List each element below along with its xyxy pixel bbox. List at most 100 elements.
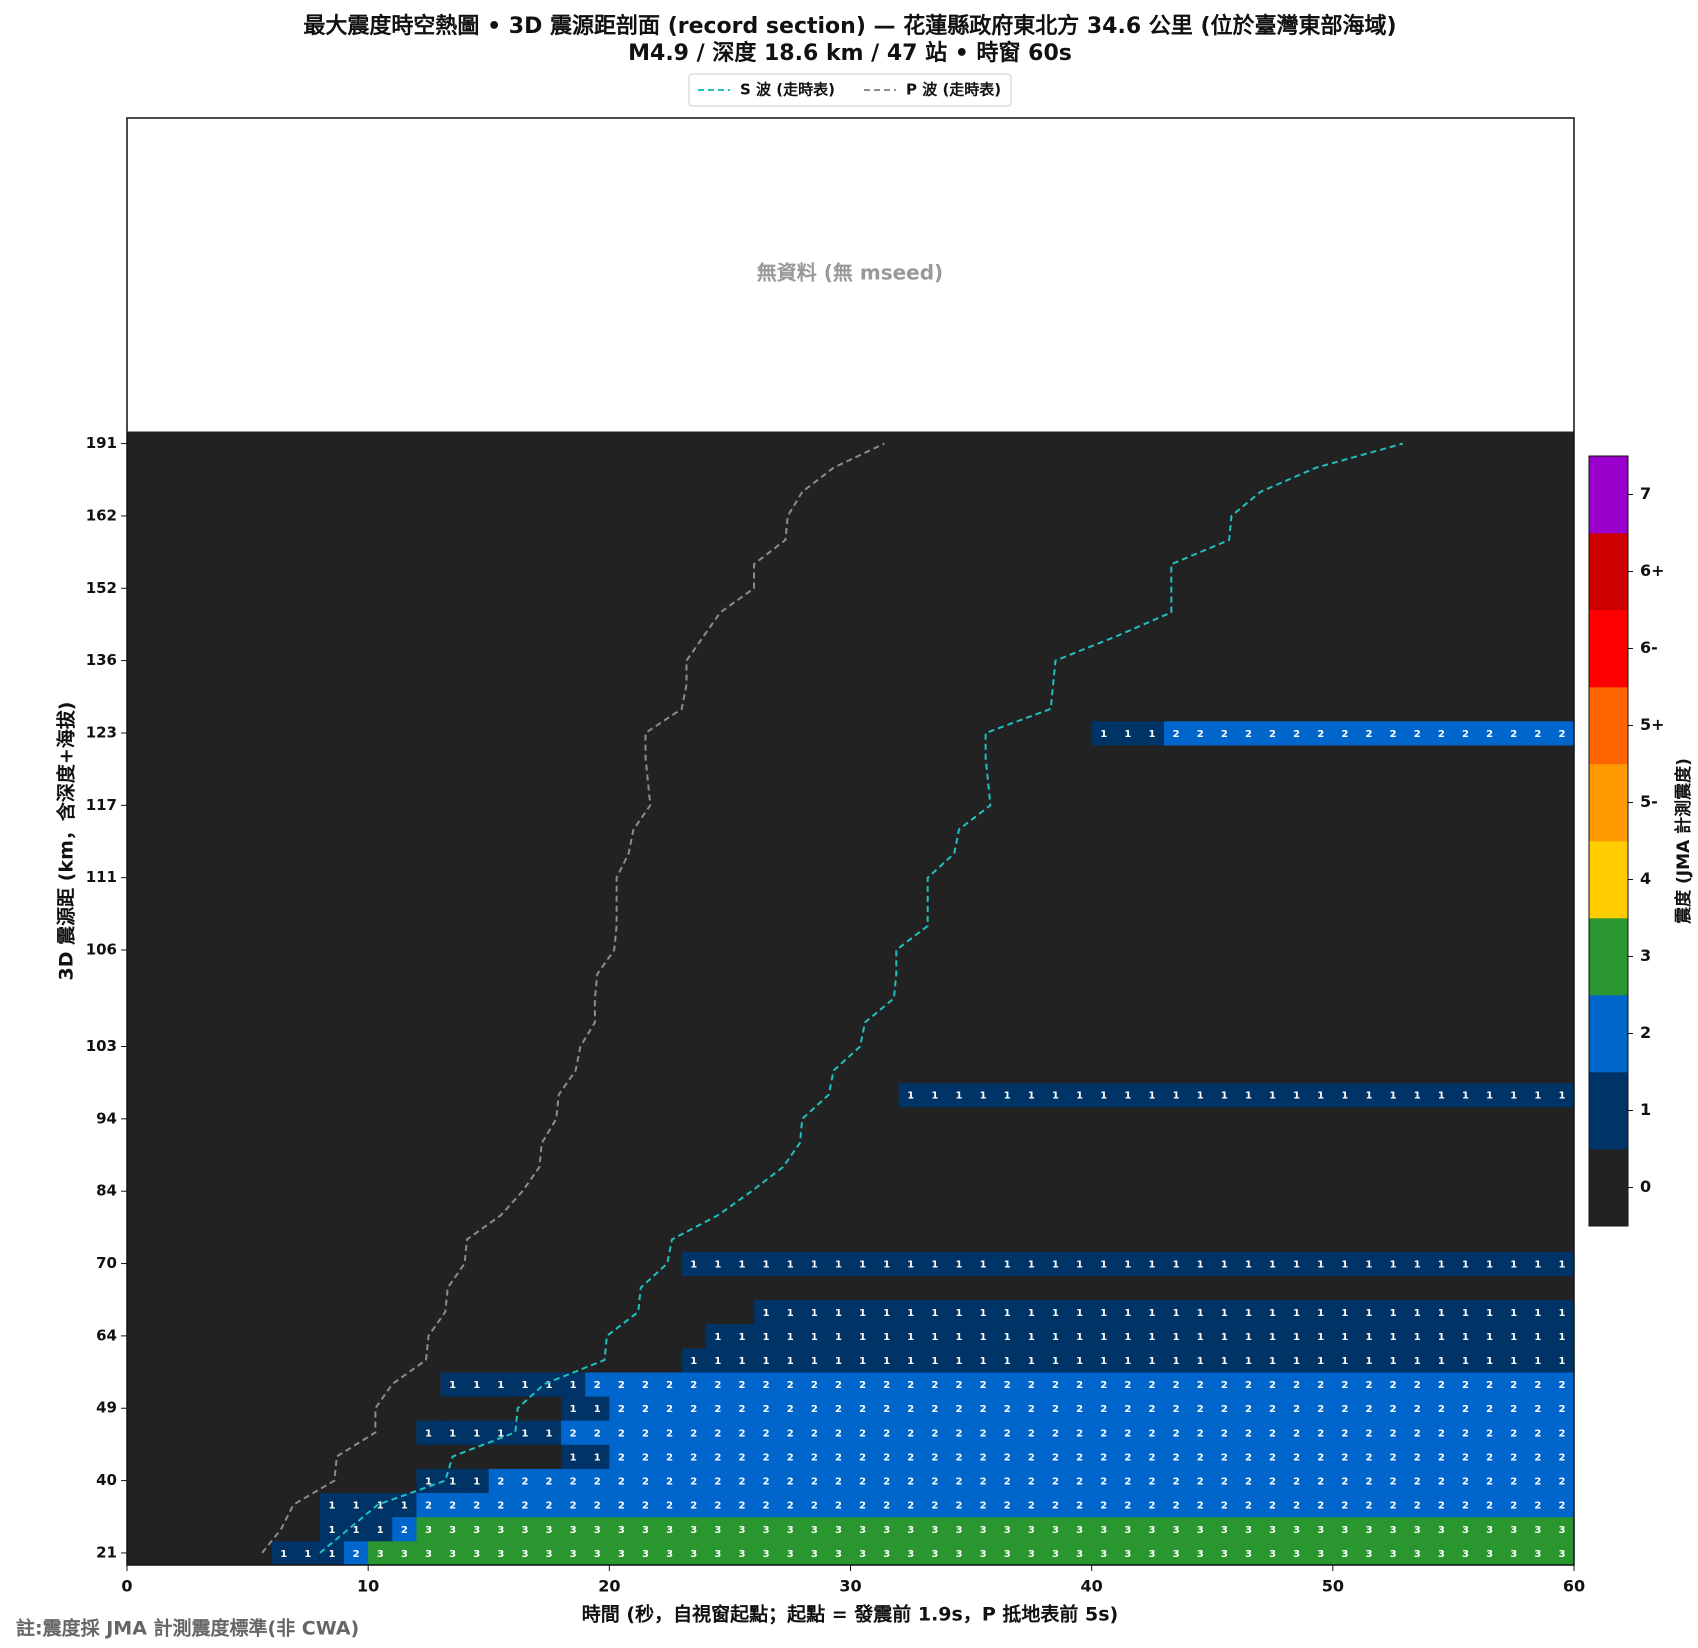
heatmap-cell — [1260, 1468, 1285, 1494]
heatmap-cell — [585, 1323, 610, 1349]
heatmap-cell — [488, 1444, 514, 1469]
heatmap-cell — [223, 865, 248, 891]
heatmap-cell — [295, 1227, 321, 1252]
heatmap-cell — [1501, 1203, 1527, 1228]
heatmap-cell — [1477, 1130, 1503, 1156]
heatmap-cell — [1381, 672, 1406, 698]
cell-label: 3 — [1052, 1525, 1059, 1536]
heatmap-cell — [1308, 1540, 1334, 1566]
heatmap-cell — [344, 865, 369, 891]
heatmap-cell — [1284, 648, 1310, 674]
heatmap-cell — [1188, 1155, 1213, 1180]
cell-label: 3 — [1414, 1549, 1421, 1560]
heatmap-cell — [802, 1058, 827, 1084]
heatmap-cell — [609, 720, 634, 746]
heatmap-cell — [295, 817, 321, 842]
heatmap-cell — [1477, 503, 1503, 529]
heatmap-cell — [319, 1034, 345, 1059]
heatmap-cell — [1115, 1468, 1141, 1494]
heatmap-cell — [1332, 865, 1358, 891]
heatmap-cell — [754, 865, 779, 891]
heatmap-cell — [1139, 552, 1165, 577]
heatmap-cell — [1091, 817, 1117, 842]
heatmap-cell — [271, 720, 297, 746]
cell-label: 2 — [1341, 1452, 1348, 1463]
heatmap-cell — [512, 648, 538, 674]
heatmap-cell — [633, 937, 658, 963]
heatmap-cell — [440, 696, 466, 722]
heatmap-cell — [1164, 1540, 1189, 1566]
heatmap-cell — [1453, 527, 1478, 553]
heatmap-cell — [295, 1251, 321, 1276]
cell-label: 2 — [1148, 1404, 1155, 1415]
heatmap-cell — [1308, 1034, 1334, 1059]
heatmap-cell — [1115, 1347, 1141, 1373]
cell-label: 1 — [1390, 1260, 1397, 1271]
heatmap-cell — [199, 1034, 224, 1059]
heatmap-cell — [1525, 1347, 1551, 1373]
cell-label: 3 — [1534, 1549, 1541, 1560]
cell-label: 1 — [1293, 1356, 1300, 1367]
heatmap-cell — [344, 1203, 369, 1228]
heatmap-cell — [681, 962, 707, 987]
heatmap-cell — [1067, 986, 1093, 1011]
heatmap-cell — [223, 552, 248, 577]
heatmap-cell — [1308, 889, 1334, 915]
heatmap-cell — [850, 1396, 876, 1421]
heatmap-cell — [1549, 1251, 1575, 1276]
heatmap-cell — [657, 527, 683, 553]
heatmap-cell — [247, 745, 273, 770]
heatmap-cell — [633, 1179, 658, 1204]
heatmap-cell — [1115, 1251, 1141, 1276]
cell-label: 3 — [907, 1549, 914, 1560]
heatmap-cell — [1164, 1420, 1189, 1445]
heatmap-cell — [1115, 793, 1141, 818]
heatmap-cell — [1019, 889, 1044, 915]
heatmap-cell — [657, 913, 683, 939]
heatmap-cell — [1139, 1420, 1165, 1445]
cell-label: 2 — [1293, 1477, 1300, 1488]
heatmap-cell — [995, 648, 1020, 674]
heatmap-cell — [946, 1082, 972, 1108]
cell-label: 2 — [956, 1404, 963, 1415]
heatmap-cell — [850, 1372, 876, 1397]
cell-label: 3 — [787, 1549, 794, 1560]
heatmap-cell — [1429, 648, 1454, 674]
heatmap-cell — [1332, 745, 1358, 770]
heatmap-cell — [536, 1347, 562, 1373]
heatmap-cell — [1501, 865, 1527, 891]
cell-label: 1 — [1486, 1260, 1493, 1271]
heatmap-cell — [223, 1323, 248, 1349]
heatmap-cell — [1356, 769, 1382, 794]
heatmap-cell — [1453, 648, 1478, 674]
cell-label: 1 — [763, 1260, 770, 1271]
heatmap-cell — [1429, 576, 1454, 601]
heatmap-cell — [826, 962, 851, 987]
heatmap-cell — [585, 624, 610, 649]
heatmap-cell — [1091, 527, 1117, 553]
heatmap-cell — [705, 1396, 731, 1421]
heatmap-cell — [874, 720, 900, 746]
heatmap-cell — [223, 1106, 248, 1132]
heatmap-cell — [657, 503, 683, 529]
heatmap-cell — [1236, 1227, 1261, 1252]
heatmap-cell — [561, 431, 586, 457]
heatmap-cell — [271, 769, 297, 794]
heatmap-cell — [151, 696, 176, 722]
heatmap-cell — [802, 624, 827, 649]
cell-label: 1 — [1438, 1260, 1445, 1271]
heatmap-cell — [657, 1058, 683, 1084]
heatmap-cell — [344, 889, 369, 915]
heatmap-cell — [1043, 1082, 1068, 1108]
heatmap-cell — [488, 552, 514, 577]
heatmap-cell — [1549, 1420, 1575, 1445]
heatmap-cell — [392, 1444, 417, 1469]
heatmap-cell — [1067, 1516, 1093, 1542]
heatmap-cell — [561, 527, 586, 553]
heatmap-cell — [657, 455, 683, 481]
cell-label: 2 — [980, 1501, 987, 1512]
heatmap-cell — [1332, 1275, 1358, 1301]
heatmap-cell — [368, 672, 393, 698]
heatmap-cell — [1139, 986, 1165, 1011]
heatmap-cell — [778, 503, 803, 529]
